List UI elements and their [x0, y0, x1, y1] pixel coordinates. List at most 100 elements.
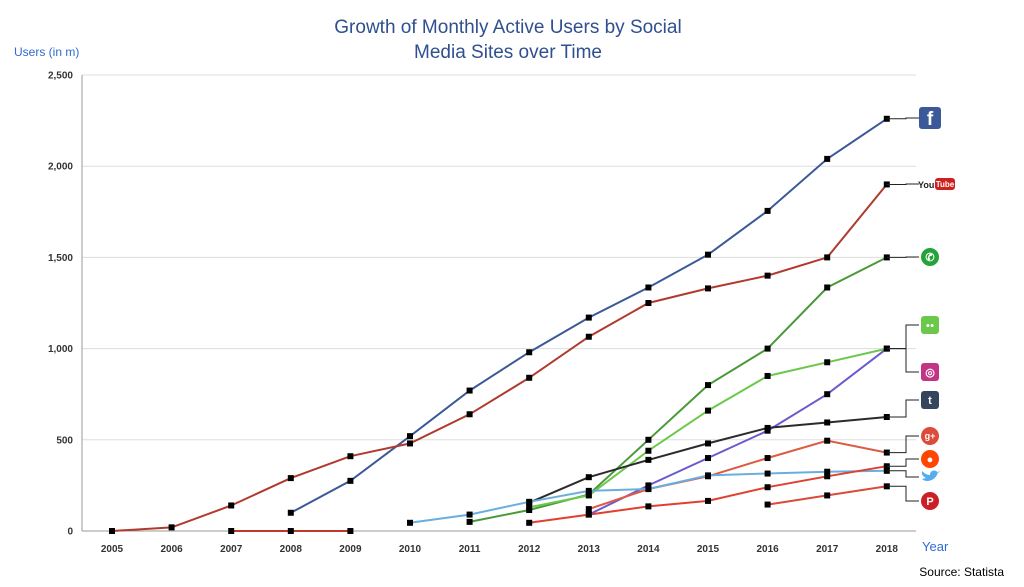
wechat-series	[526, 346, 890, 511]
x-tick-label: 2017	[816, 544, 839, 555]
youtube-tube-text: Tube	[936, 180, 955, 189]
x-tick-label: 2013	[578, 544, 601, 555]
axes: 0 500 1,000 1,500 2,000 2,500 2005 2006 2007 2008…	[48, 71, 898, 556]
youtube-point	[526, 375, 532, 381]
tumblr-icon: t	[887, 391, 939, 417]
pinterest-point	[824, 492, 830, 498]
facebook-point	[288, 510, 294, 516]
youtube-you-text: You	[918, 180, 934, 190]
twitter-bird	[922, 470, 941, 481]
reddit-point	[705, 498, 711, 504]
icon-connector	[887, 325, 919, 349]
facebook-point	[407, 433, 413, 439]
facebook-point	[705, 252, 711, 258]
x-tick-label: 2010	[399, 544, 422, 555]
y-tick-label: 0	[67, 527, 73, 538]
icon-connector	[887, 118, 919, 119]
icon-glyph: ●	[927, 454, 934, 466]
instagram-point	[824, 391, 830, 397]
facebook-point	[347, 478, 353, 484]
youtube-point	[347, 453, 353, 459]
y-tick-label: 1,500	[48, 253, 73, 264]
youtube-point	[586, 334, 592, 340]
icon-connector	[887, 400, 919, 417]
myspace-point	[347, 528, 353, 534]
twitter-point	[705, 472, 711, 478]
x-tick-label: 2015	[697, 544, 720, 555]
facebook-point	[586, 315, 592, 321]
icon-glyph: f	[927, 109, 934, 130]
pinterest-icon: P	[887, 486, 939, 510]
platform-icons: f You Tube ✆ ●● ◎ t g+ ● P	[887, 107, 955, 510]
x-tick-label: 2012	[518, 544, 541, 555]
facebook-point	[526, 349, 532, 355]
youtube-point	[288, 475, 294, 481]
pinterest-series	[765, 483, 890, 507]
icon-glyph: g+	[925, 431, 936, 441]
twitter-point	[467, 512, 473, 518]
chart-title-line-2: Media Sites over Time	[414, 42, 602, 63]
whatsapp-point	[467, 519, 473, 525]
icon-glyph: t	[928, 395, 932, 407]
whatsapp-point	[705, 382, 711, 388]
twitter-point	[645, 486, 651, 492]
twitter-point	[586, 488, 592, 494]
x-tick-label: 2011	[459, 544, 481, 555]
youtube-icon: You Tube	[887, 178, 955, 190]
youtube-point	[169, 524, 175, 530]
x-tick-label: 2005	[101, 544, 124, 555]
facebook-point	[467, 388, 473, 394]
twitter-point	[407, 520, 413, 526]
icon-glyph: ◎	[925, 367, 935, 379]
youtube-series	[109, 181, 890, 534]
y-tick-label: 1,000	[48, 344, 73, 355]
facebook-point	[824, 156, 830, 162]
wechat-point	[705, 408, 711, 414]
instagram-series	[586, 346, 890, 518]
icon-connector	[887, 486, 919, 501]
myspace-point	[228, 528, 234, 534]
youtube-line	[112, 184, 887, 531]
x-tick-label: 2016	[756, 544, 779, 555]
chart-title-line-1: Growth of Monthly Active Users by Social	[334, 17, 681, 38]
youtube-point	[407, 440, 413, 446]
reddit-point	[526, 520, 532, 526]
pinterest-point	[765, 502, 771, 508]
icon-connector	[887, 471, 919, 477]
youtube-point	[705, 285, 711, 291]
y-tick-label: 2,500	[48, 71, 73, 82]
y-tick-label: 500	[56, 435, 73, 446]
x-tick-label: 2008	[280, 544, 303, 555]
x-tick-label: 2014	[637, 544, 660, 555]
x-tick-label: 2018	[876, 544, 899, 555]
twitter-point	[765, 471, 771, 477]
wechat-icon: ●●	[887, 316, 939, 349]
x-tick-label: 2006	[160, 544, 183, 555]
icon-connector	[887, 349, 919, 372]
facebook-point	[645, 284, 651, 290]
whatsapp-point	[645, 437, 651, 443]
y-tick-label: 2,000	[48, 162, 73, 173]
x-axis-label: Year	[922, 539, 949, 554]
myspace-series	[228, 528, 353, 534]
facebook-icon: f	[887, 107, 941, 130]
icon-glyph: P	[926, 496, 933, 508]
wechat-point	[765, 373, 771, 379]
whatsapp-point	[765, 346, 771, 352]
icon-glyph: ●●	[926, 323, 934, 330]
x-tick-label: 2009	[339, 544, 362, 555]
youtube-point	[109, 528, 115, 534]
whatsapp-icon: ✆	[887, 248, 939, 266]
google-plus-point	[586, 506, 592, 512]
twitter-icon	[887, 470, 941, 481]
whatsapp-point	[824, 284, 830, 290]
tumblr-point	[586, 474, 592, 480]
tumblr-point	[705, 440, 711, 446]
icon-connector	[887, 459, 919, 466]
youtube-point	[765, 273, 771, 279]
tumblr-point	[824, 419, 830, 425]
wechat-line	[529, 349, 887, 508]
wechat-point	[645, 448, 651, 454]
x-tick-label: 2007	[220, 544, 243, 555]
instagram-point	[705, 455, 711, 461]
